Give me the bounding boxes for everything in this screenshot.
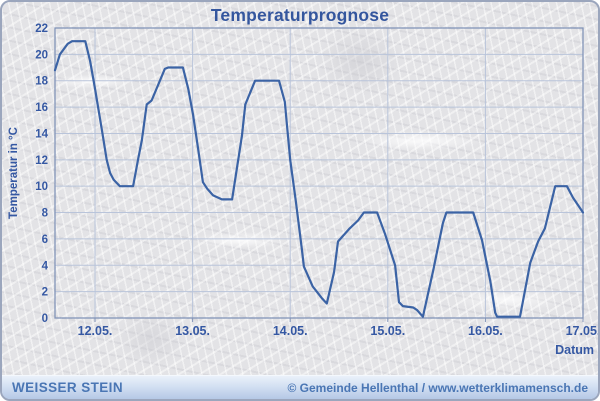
chart-title: Temperaturprognose bbox=[210, 5, 390, 25]
footer-bar: WEISSER STEIN © Gemeinde Hellenthal / ww… bbox=[2, 375, 598, 399]
y-tick-label: 2 bbox=[42, 287, 48, 299]
y-tick-label: 12 bbox=[35, 155, 48, 167]
y-tick-label: 10 bbox=[35, 181, 48, 193]
y-tick-label: 0 bbox=[42, 313, 48, 325]
y-axis-title: Temperatur in °C bbox=[8, 127, 20, 219]
station-name: WEISSER STEIN bbox=[12, 380, 123, 395]
x-tick-label: 17.05. bbox=[566, 324, 598, 338]
plot-frame bbox=[54, 27, 584, 319]
x-tick-label: 15.05. bbox=[370, 324, 405, 338]
x-tick-label: 13.05. bbox=[175, 324, 210, 338]
y-tick-label: 6 bbox=[42, 234, 48, 246]
y-tick-label: 14 bbox=[35, 128, 48, 140]
y-tick-label: 20 bbox=[35, 49, 48, 61]
y-tick-label: 16 bbox=[35, 102, 48, 114]
x-axis-title: Datum bbox=[555, 343, 594, 357]
temperature-chart: 0 2 4 6 8 10 12 14 16 18 20 22 12.05. 13.05. 14.05. 15.… bbox=[8, 23, 598, 357]
y-tick-label: 4 bbox=[42, 260, 49, 272]
temperature-series-line bbox=[53, 40, 585, 318]
x-tick-label: 16.05. bbox=[468, 324, 503, 338]
copyright-credit: © Gemeinde Hellenthal / www.wetterklimam… bbox=[287, 380, 589, 395]
y-tick-label: 22 bbox=[35, 23, 48, 35]
y-tick-label: 8 bbox=[42, 208, 49, 220]
x-tick-label: 12.05. bbox=[78, 324, 113, 338]
y-tick-label: 18 bbox=[35, 76, 48, 88]
x-tick-label: 14.05. bbox=[273, 324, 308, 338]
